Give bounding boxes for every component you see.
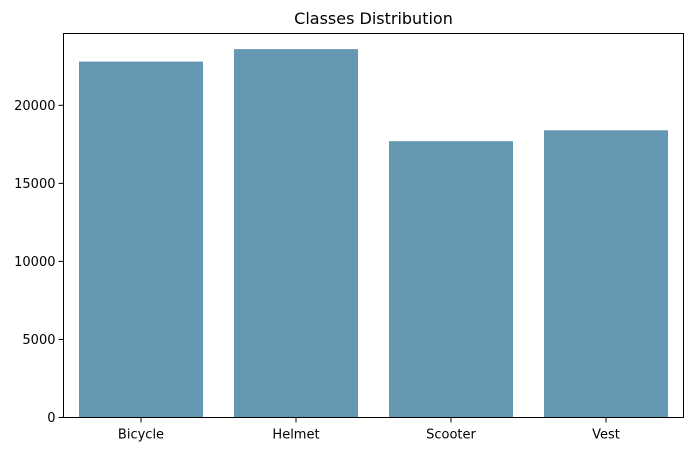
bar-vest (544, 130, 668, 418)
y-tick-label: 15000 (14, 177, 55, 192)
plot-frame (63, 33, 684, 418)
y-axis-ticks: 0 5000 10000 15000 20000 (14, 99, 64, 426)
x-tick-label: Helmet (272, 428, 319, 443)
x-tick-label: Scooter (426, 428, 476, 443)
y-tick-label: 20000 (14, 99, 55, 114)
bar-bicycle (79, 61, 203, 418)
bar-scooter (389, 141, 513, 418)
y-tick-label: 10000 (14, 255, 55, 270)
y-tick-label: 0 (47, 411, 55, 426)
bar-helmet (234, 49, 358, 418)
x-tick-label: Vest (592, 428, 620, 443)
x-tick-label: Bicycle (118, 428, 164, 443)
x-axis-ticks: Bicycle Helmet Scooter Vest (118, 417, 620, 443)
chart-title: Classes Distribution (294, 9, 453, 28)
bars-group (79, 49, 668, 418)
y-tick-label: 5000 (22, 333, 55, 348)
